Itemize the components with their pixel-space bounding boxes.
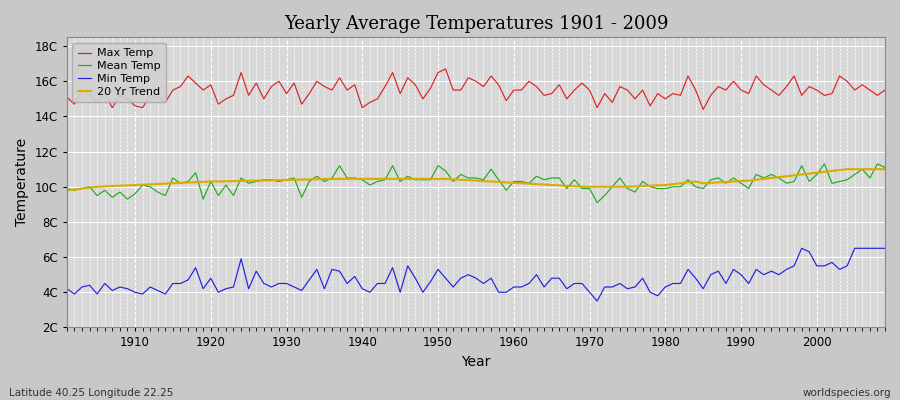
- Min Temp: [508, 284, 519, 289]
- Min Temp: [607, 284, 617, 289]
- Mean Temp: [289, 176, 300, 180]
- Mean Temp: [500, 188, 511, 193]
- Max Temp: [122, 96, 133, 101]
- Max Temp: [698, 107, 708, 112]
- X-axis label: Year: Year: [461, 355, 491, 369]
- 20 Yr Trend: [599, 184, 610, 189]
- Title: Yearly Average Temperatures 1901 - 2009: Yearly Average Temperatures 1901 - 2009: [284, 15, 668, 33]
- 20 Yr Trend: [508, 180, 519, 185]
- Mean Temp: [122, 197, 133, 202]
- Min Temp: [289, 284, 300, 289]
- Min Temp: [591, 299, 602, 304]
- Text: Latitude 40.25 Longitude 22.25: Latitude 40.25 Longitude 22.25: [9, 388, 174, 398]
- 20 Yr Trend: [61, 188, 72, 193]
- Max Temp: [607, 100, 617, 105]
- Mean Temp: [607, 184, 617, 189]
- Mean Temp: [591, 200, 602, 205]
- 20 Yr Trend: [500, 180, 511, 185]
- Mean Temp: [879, 165, 890, 170]
- Line: Min Temp: Min Temp: [67, 248, 885, 301]
- Legend: Max Temp, Mean Temp, Min Temp, 20 Yr Trend: Max Temp, Mean Temp, Min Temp, 20 Yr Tre…: [72, 43, 166, 102]
- Line: 20 Yr Trend: 20 Yr Trend: [67, 169, 885, 190]
- Min Temp: [796, 246, 807, 251]
- Min Temp: [61, 286, 72, 291]
- Max Temp: [334, 75, 345, 80]
- 20 Yr Trend: [879, 167, 890, 172]
- Mean Temp: [334, 163, 345, 168]
- Mean Temp: [819, 162, 830, 166]
- Y-axis label: Temperature: Temperature: [15, 138, 29, 226]
- Line: Max Temp: Max Temp: [67, 69, 885, 110]
- Max Temp: [516, 88, 526, 92]
- Max Temp: [879, 88, 890, 92]
- Min Temp: [500, 290, 511, 295]
- Min Temp: [122, 286, 133, 291]
- Text: worldspecies.org: worldspecies.org: [803, 388, 891, 398]
- 20 Yr Trend: [289, 177, 300, 182]
- Mean Temp: [61, 186, 72, 191]
- Min Temp: [334, 269, 345, 274]
- Max Temp: [508, 88, 519, 92]
- Line: Mean Temp: Mean Temp: [67, 164, 885, 202]
- Max Temp: [289, 81, 300, 86]
- Mean Temp: [508, 179, 519, 184]
- Max Temp: [440, 66, 451, 71]
- 20 Yr Trend: [122, 183, 133, 188]
- 20 Yr Trend: [334, 176, 345, 181]
- 20 Yr Trend: [842, 167, 852, 172]
- Min Temp: [879, 246, 890, 251]
- Max Temp: [61, 95, 72, 100]
